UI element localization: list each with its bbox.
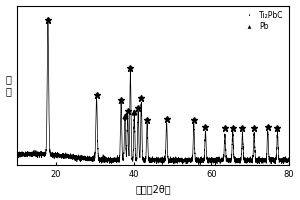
X-axis label: 角度（2θ）: 角度（2θ） <box>135 184 171 194</box>
Legend: Ti₂PbC, Pb: Ti₂PbC, Pb <box>240 9 285 32</box>
Y-axis label: 强
度: 强 度 <box>6 74 11 96</box>
